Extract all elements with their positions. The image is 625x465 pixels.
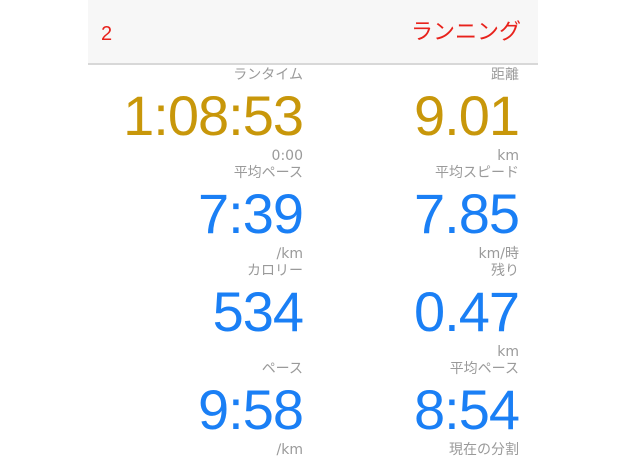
metric-value: 1:08:53: [123, 84, 304, 147]
metric-unit: km: [497, 344, 519, 360]
activity-type-title[interactable]: ランニング: [410, 20, 521, 45]
metric-label: カロリー: [247, 263, 303, 279]
metric-value: 7:39: [198, 182, 304, 245]
metric-label: 平均ペース: [449, 361, 519, 377]
metric-value: 7.85: [414, 182, 520, 245]
metric-unit: [93, 344, 303, 361]
metric-split-avg-pace: 平均ペース 8:54 現在の分割: [309, 361, 520, 459]
metric-remaining: 残り 0.47 km: [309, 263, 520, 361]
metric-run-time: ランタイム 1:08:53 0:00: [93, 67, 304, 165]
metric-label: ランタイム: [233, 67, 303, 83]
header-bar: 2 ランニング: [88, 0, 538, 65]
metric-label: 残り: [491, 263, 519, 279]
metric-value: 9.01: [414, 84, 520, 147]
metric-value: 534: [212, 280, 304, 343]
metrics-grid: ランタイム 1:08:53 0:00 距離 9.01 km 平均ペース 7:39…: [88, 65, 538, 459]
metric-distance: 距離 9.01 km: [309, 67, 520, 165]
metric-unit: 現在の分割: [449, 442, 519, 458]
metrics-row: 平均ペース 7:39 /km 平均スピード 7.85 km/時: [88, 165, 538, 263]
metric-label: 平均ペース: [233, 165, 303, 181]
metric-value: 9:58: [198, 378, 304, 441]
metrics-row: ランタイム 1:08:53 0:00 距離 9.01 km: [88, 67, 538, 165]
metric-unit: /km: [276, 246, 303, 262]
metric-label: 平均スピード: [435, 165, 519, 181]
metric-label: ペース: [261, 361, 303, 377]
metric-unit: /km: [276, 442, 303, 458]
metric-unit: 0:00: [271, 148, 303, 164]
metric-avg-speed: 平均スピード 7.85 km/時: [309, 165, 520, 263]
metric-unit: km/時: [478, 246, 519, 262]
metric-pace: ペース 9:58 /km: [93, 361, 304, 459]
header-left-button[interactable]: 2: [101, 23, 113, 45]
metric-avg-pace: 平均ペース 7:39 /km: [93, 165, 304, 263]
metric-label: 距離: [491, 67, 519, 83]
metrics-row: カロリー 534 残り 0.47 km: [88, 263, 538, 361]
metric-calories: カロリー 534: [93, 263, 304, 361]
metric-value: 0.47: [414, 280, 520, 343]
metrics-row: ペース 9:58 /km 平均ペース 8:54 現在の分割: [88, 361, 538, 459]
workout-screen: 2 ランニング ランタイム 1:08:53 0:00 距離 9.01 km 平均…: [88, 0, 538, 465]
metric-value: 8:54: [414, 378, 520, 441]
metric-unit: km: [497, 148, 519, 164]
